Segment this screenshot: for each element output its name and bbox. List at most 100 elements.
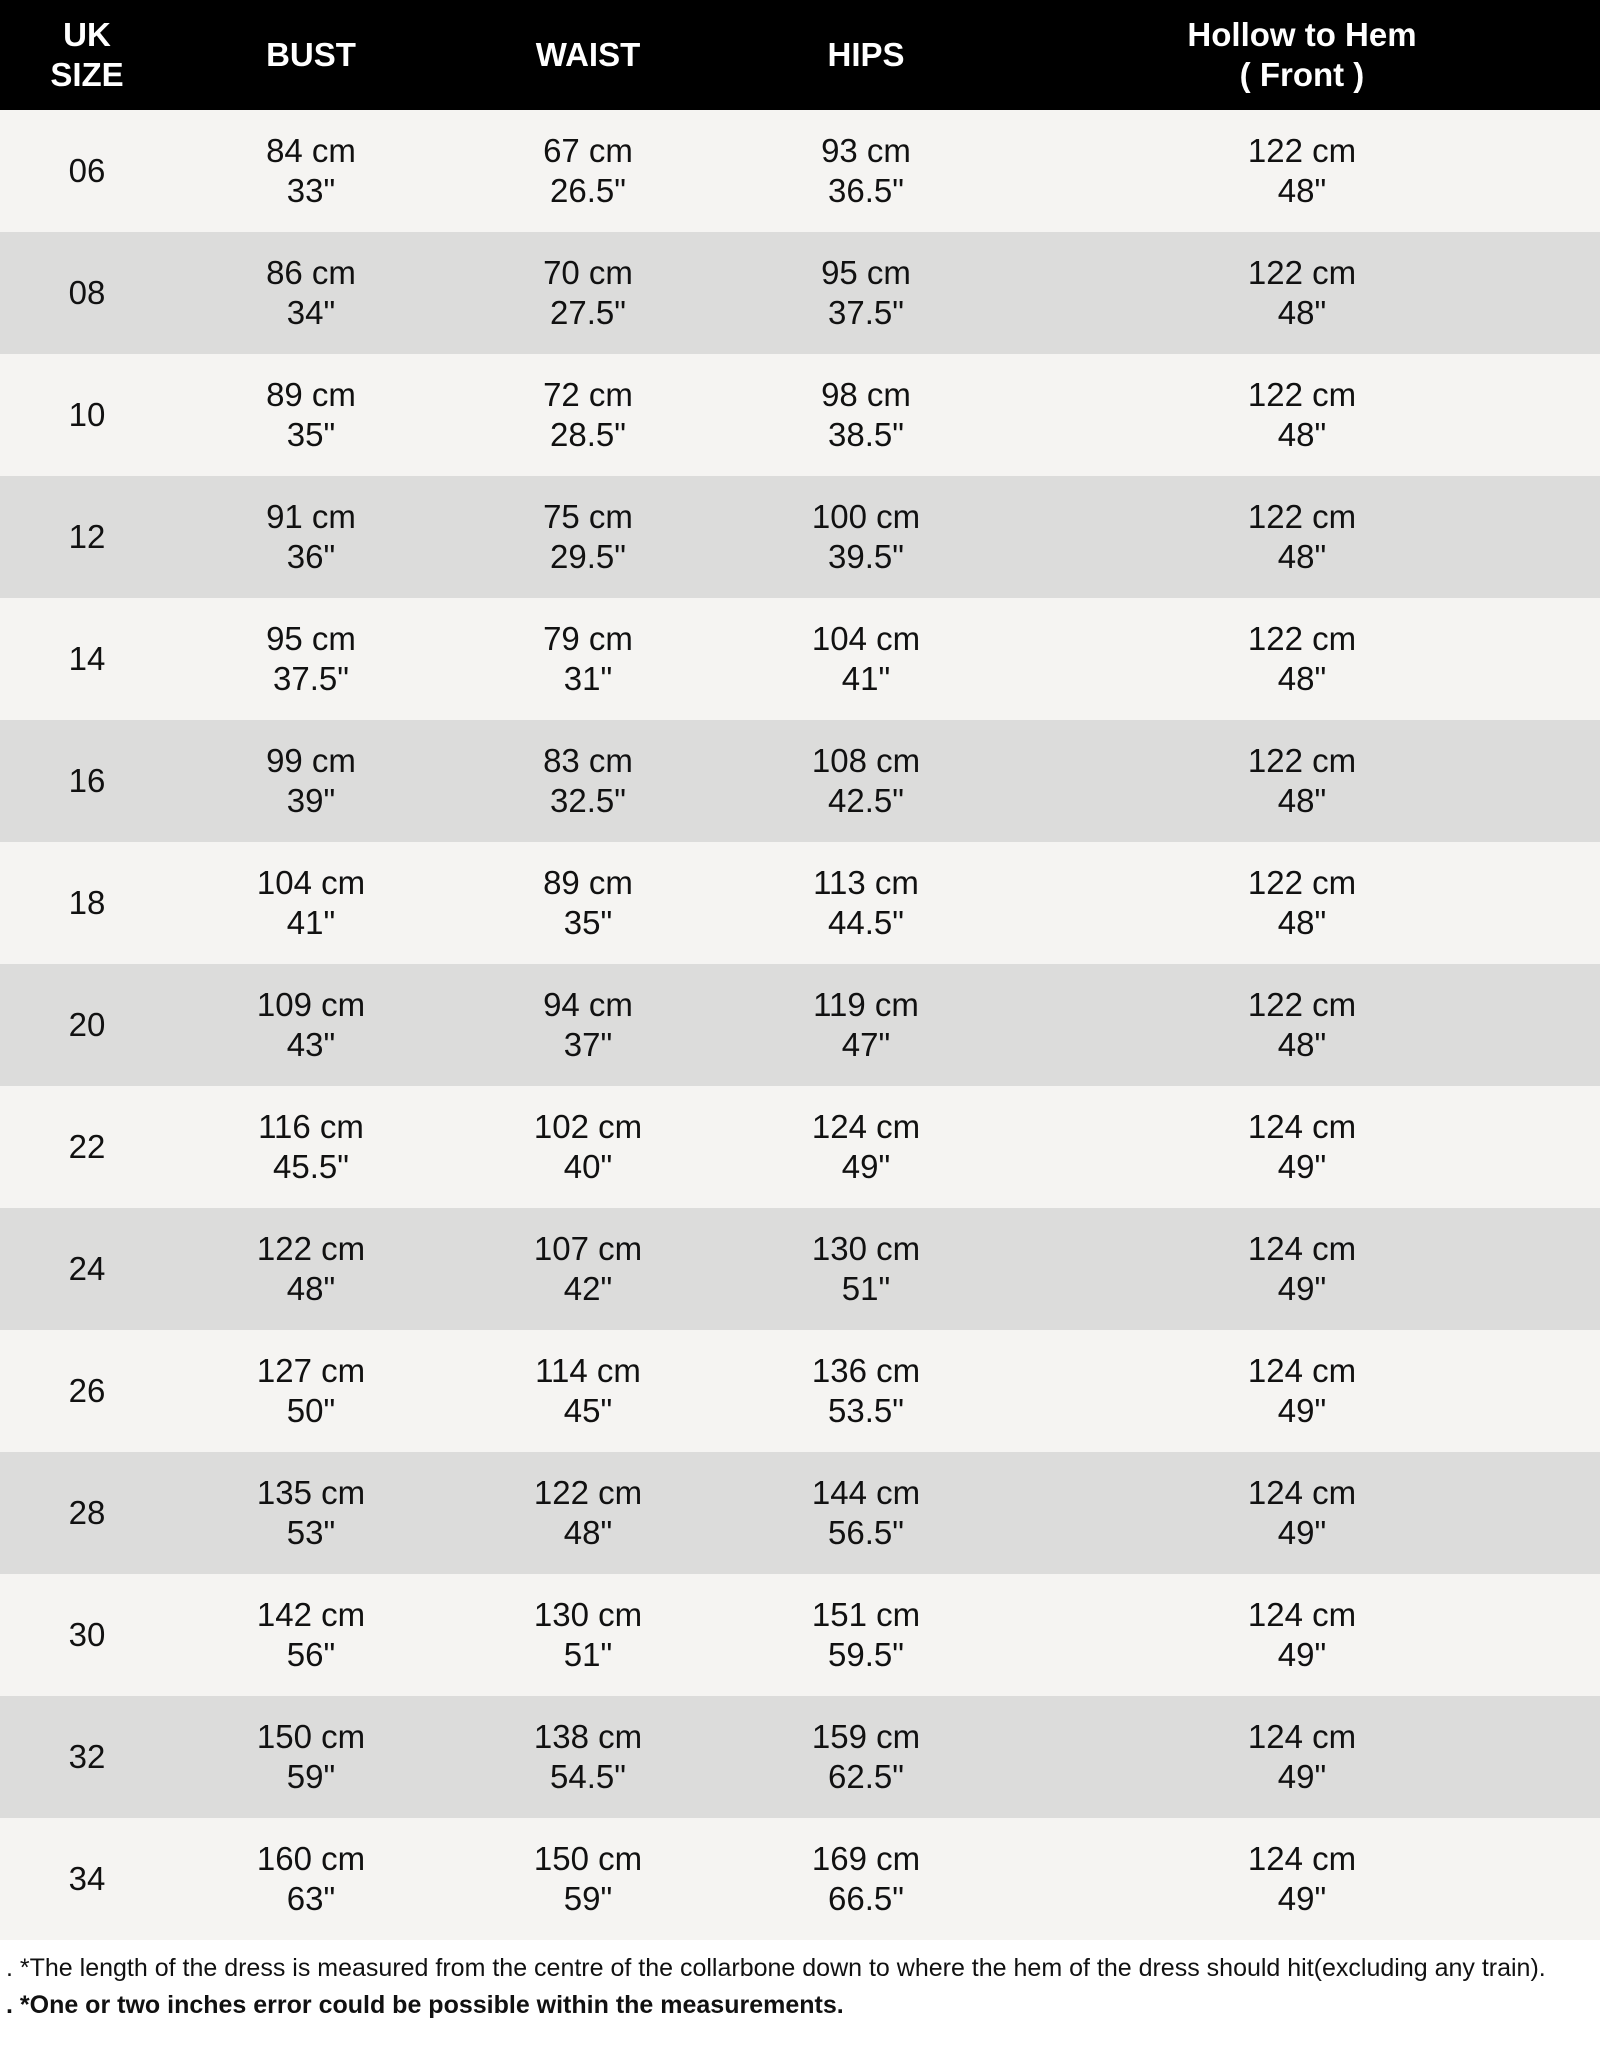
- bust-cm: 142 cm: [256, 1596, 366, 1633]
- header-text: Hollow to Hem: [1187, 16, 1417, 53]
- cell-waist: 107 cm 42": [534, 1208, 642, 1330]
- hips-inches: 53.5": [828, 1392, 904, 1429]
- hollow-cm: 122 cm: [1247, 742, 1357, 779]
- hollow-inches: 48": [1277, 538, 1327, 575]
- cell-hips: 95 cm 37.5": [821, 232, 911, 354]
- waist-inches: 59": [563, 1880, 613, 1917]
- waist-inches: 27.5": [550, 294, 626, 331]
- cell-size: 16: [68, 762, 106, 799]
- cell-waist: 130 cm 51": [534, 1574, 642, 1696]
- table-row: 12 91 cm 36" 75 cm 29.5" 100 cm 39.5" 12…: [0, 476, 1600, 598]
- cell-size: 12: [68, 518, 106, 555]
- hollow-cm: 122 cm: [1247, 864, 1357, 901]
- hips-inches: 47": [841, 1026, 891, 1063]
- cell-size: 18: [68, 884, 106, 921]
- hips-inches: 36.5": [828, 172, 904, 209]
- hollow-inches: 48": [1277, 416, 1327, 453]
- hips-cm: 136 cm: [811, 1352, 921, 1389]
- cell-hollow: 124 cm 49": [1248, 1574, 1356, 1696]
- cell-waist: 122 cm 48": [534, 1452, 642, 1574]
- hips-inches: 44.5": [828, 904, 904, 941]
- waist-inches: 29.5": [550, 538, 626, 575]
- table-row: 28 135 cm 53" 122 cm 48" 144 cm 56.5" 12…: [0, 1452, 1600, 1574]
- cell-hips: 104 cm 41": [812, 598, 920, 720]
- hips-cm: 119 cm: [813, 986, 919, 1023]
- bust-cm: 122 cm: [256, 1230, 366, 1267]
- hollow-cm: 122 cm: [1247, 254, 1357, 291]
- table-header: UK SIZE BUST WAIST HIPS Hollow to Hem ( …: [0, 0, 1600, 110]
- cell-hollow: 124 cm 49": [1248, 1086, 1356, 1208]
- table-row: 06 84 cm 33" 67 cm 26.5" 93 cm 36.5" 122…: [0, 110, 1600, 232]
- hips-inches: 49": [841, 1148, 891, 1185]
- bust-cm: 160 cm: [256, 1840, 366, 1877]
- waist-cm: 102 cm: [533, 1108, 643, 1145]
- cell-size: 26: [68, 1372, 106, 1409]
- waist-cm: 114 cm: [535, 1352, 641, 1389]
- header-text: SIZE: [50, 56, 124, 93]
- bust-inches: 34": [286, 294, 336, 331]
- bust-inches: 63": [286, 1880, 336, 1917]
- cell-hips: 144 cm 56.5": [812, 1452, 920, 1574]
- cell-waist: 150 cm 59": [534, 1818, 642, 1940]
- cell-bust: 150 cm 59": [257, 1696, 365, 1818]
- bust-cm: 104 cm: [256, 864, 366, 901]
- hollow-inches: 49": [1277, 1636, 1327, 1673]
- hollow-cm: 122 cm: [1247, 986, 1357, 1023]
- waist-cm: 70 cm: [543, 254, 633, 291]
- cell-hips: 100 cm 39.5": [812, 476, 920, 598]
- waist-cm: 138 cm: [533, 1718, 643, 1755]
- waist-cm: 75 cm: [543, 498, 633, 535]
- hollow-inches: 48": [1277, 172, 1327, 209]
- bust-inches: 37.5": [273, 660, 349, 697]
- cell-hollow: 122 cm 48": [1248, 720, 1356, 842]
- waist-inches: 35": [563, 904, 613, 941]
- waist-cm: 67 cm: [543, 132, 633, 169]
- hollow-inches: 48": [1277, 660, 1327, 697]
- cell-waist: 75 cm 29.5": [543, 476, 633, 598]
- bust-cm: 127 cm: [256, 1352, 366, 1389]
- hips-inches: 66.5": [828, 1880, 904, 1917]
- hips-cm: 98 cm: [821, 376, 911, 413]
- hollow-inches: 49": [1277, 1758, 1327, 1795]
- hips-cm: 104 cm: [811, 620, 921, 657]
- hips-inches: 56.5": [828, 1514, 904, 1551]
- table-row: 16 99 cm 39" 83 cm 32.5" 108 cm 42.5" 12…: [0, 720, 1600, 842]
- waist-inches: 51": [563, 1636, 613, 1673]
- bust-inches: 39": [286, 782, 336, 819]
- cell-bust: 91 cm 36": [266, 476, 356, 598]
- bust-cm: 99 cm: [266, 742, 356, 779]
- header-hips: HIPS: [827, 36, 905, 73]
- bust-cm: 89 cm: [266, 376, 356, 413]
- cell-hollow: 124 cm 49": [1248, 1818, 1356, 1940]
- hips-inches: 41": [841, 660, 891, 697]
- cell-waist: 83 cm 32.5": [543, 720, 633, 842]
- waist-inches: 45": [563, 1392, 613, 1429]
- cell-hollow: 122 cm 48": [1248, 110, 1356, 232]
- header-hollow-to-hem: Hollow to Hem ( Front ): [1187, 0, 1416, 110]
- hips-inches: 62.5": [828, 1758, 904, 1795]
- bust-cm: 150 cm: [256, 1718, 366, 1755]
- table-row: 10 89 cm 35" 72 cm 28.5" 98 cm 38.5" 122…: [0, 354, 1600, 476]
- cell-bust: 142 cm 56": [257, 1574, 365, 1696]
- waist-cm: 72 cm: [543, 376, 633, 413]
- hollow-inches: 49": [1277, 1514, 1327, 1551]
- hips-cm: 113 cm: [813, 864, 919, 901]
- waist-cm: 94 cm: [543, 986, 633, 1023]
- bust-inches: 41": [286, 904, 336, 941]
- cell-hips: 113 cm 44.5": [813, 842, 919, 964]
- cell-size: 20: [68, 1006, 106, 1043]
- bust-cm: 135 cm: [256, 1474, 366, 1511]
- hollow-cm: 124 cm: [1247, 1718, 1357, 1755]
- waist-inches: 54.5": [550, 1758, 626, 1795]
- cell-hips: 119 cm 47": [813, 964, 919, 1086]
- cell-size: 08: [68, 274, 106, 311]
- cell-hips: 136 cm 53.5": [812, 1330, 920, 1452]
- hips-inches: 42.5": [828, 782, 904, 819]
- cell-bust: 84 cm 33": [266, 110, 356, 232]
- cell-waist: 70 cm 27.5": [543, 232, 633, 354]
- table-row: 18 104 cm 41" 89 cm 35" 113 cm 44.5" 122…: [0, 842, 1600, 964]
- bust-inches: 59": [286, 1758, 336, 1795]
- cell-hips: 98 cm 38.5": [821, 354, 911, 476]
- header-text: ( Front ): [1239, 56, 1365, 93]
- waist-cm: 83 cm: [543, 742, 633, 779]
